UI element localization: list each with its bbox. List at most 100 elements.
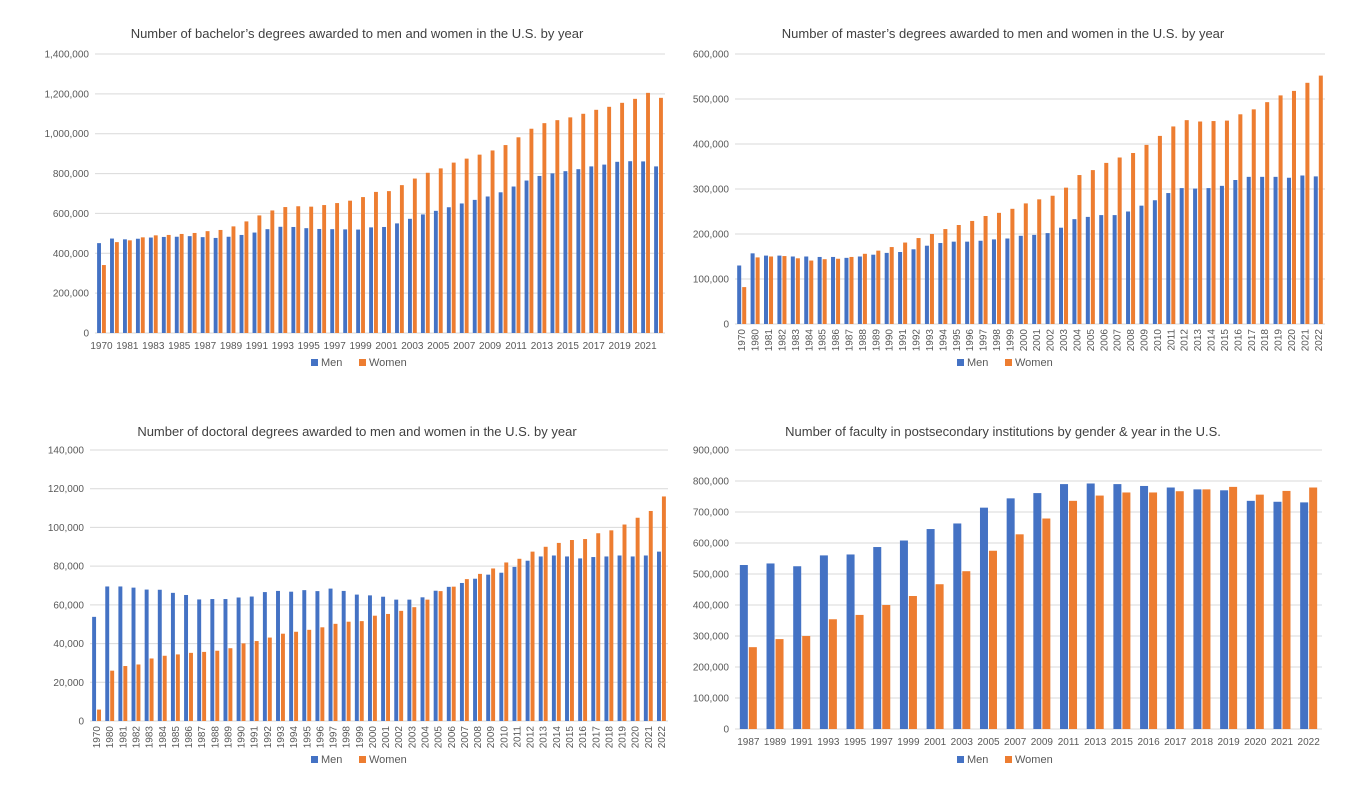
bar-men-1999 bbox=[899, 540, 908, 729]
bar-men-1990 bbox=[239, 234, 244, 333]
bar-men-1988 bbox=[857, 256, 862, 324]
x-tick-label: 2017 bbox=[591, 726, 602, 749]
legend-label-women: Women bbox=[1015, 754, 1053, 766]
x-tick-label: 2003 bbox=[401, 341, 424, 352]
bar-women-1988 bbox=[862, 253, 867, 324]
y-tick-label: 200,000 bbox=[53, 289, 90, 300]
bar-women-2005 bbox=[438, 168, 443, 333]
bar-men-2006 bbox=[1099, 215, 1104, 324]
bar-men-2002 bbox=[1045, 233, 1050, 324]
x-tick-label: 2007 bbox=[460, 726, 471, 749]
bar-women-2011 bbox=[1171, 126, 1176, 324]
x-tick-label: 1986 bbox=[184, 726, 195, 749]
x-tick-label: 2013 bbox=[531, 341, 554, 352]
bar-men-1989 bbox=[226, 236, 231, 333]
legend-label-men: Men bbox=[967, 754, 988, 766]
bar-men-2020 bbox=[1286, 177, 1291, 324]
bar-women-2010 bbox=[503, 145, 508, 333]
x-tick-label: 2003 bbox=[407, 726, 418, 749]
x-tick-label: 1991 bbox=[250, 726, 261, 749]
bar-women-1997 bbox=[983, 216, 988, 324]
bar-women-1998 bbox=[348, 200, 352, 333]
bar-women-2015 bbox=[569, 540, 574, 721]
bar-women-2014 bbox=[556, 542, 561, 721]
bar-women-2006 bbox=[451, 162, 456, 333]
bar-men-2017 bbox=[591, 557, 596, 721]
x-tick-label: 2019 bbox=[609, 341, 632, 352]
y-tick-label: 500,000 bbox=[693, 95, 730, 106]
x-tick-label: 1989 bbox=[871, 329, 882, 352]
bar-men-1990 bbox=[884, 252, 889, 324]
bar-women-2018 bbox=[1202, 489, 1211, 729]
x-tick-label: 2008 bbox=[1126, 329, 1137, 352]
bar-men-1991 bbox=[793, 566, 802, 729]
bar-women-1990 bbox=[241, 643, 246, 721]
x-tick-label: 1988 bbox=[858, 329, 869, 352]
x-tick-label: 2015 bbox=[557, 341, 580, 352]
x-tick-label: 1995 bbox=[298, 341, 321, 352]
legend-swatch-men bbox=[957, 359, 964, 366]
bar-women-1994 bbox=[294, 631, 299, 721]
x-tick-label: 1981 bbox=[764, 329, 775, 352]
x-tick-label: 1997 bbox=[324, 341, 347, 352]
y-tick-label: 120,000 bbox=[48, 484, 85, 495]
bar-women-2008 bbox=[478, 573, 482, 721]
x-tick-label: 1996 bbox=[965, 329, 976, 352]
bar-men-1980 bbox=[750, 253, 755, 324]
bar-men-2019 bbox=[617, 555, 622, 721]
x-tick-label: 2015 bbox=[565, 726, 576, 749]
bar-women-1983 bbox=[149, 658, 154, 721]
x-tick-label: 1987 bbox=[737, 737, 760, 748]
bar-women-1989 bbox=[876, 250, 881, 324]
bar-women-2001 bbox=[386, 191, 391, 333]
legend-label-women: Women bbox=[369, 357, 407, 369]
bar-men-1987 bbox=[739, 565, 748, 729]
y-tick-label: 100,000 bbox=[693, 694, 730, 705]
bar-women-2007 bbox=[1015, 534, 1024, 729]
bar-women-2008 bbox=[477, 154, 482, 333]
bar-women-1992 bbox=[270, 210, 275, 333]
bar-women-2002 bbox=[399, 610, 404, 721]
bar-women-1992 bbox=[267, 637, 272, 721]
bar-men-2016 bbox=[578, 558, 583, 721]
bar-women-1970 bbox=[101, 265, 106, 333]
bar-women-2012 bbox=[530, 551, 535, 721]
x-tick-label: 2020 bbox=[631, 726, 642, 749]
bar-women-2018 bbox=[609, 530, 614, 721]
bar-women-1991 bbox=[903, 242, 908, 324]
bar-women-2003 bbox=[412, 607, 417, 721]
bar-men-2009 bbox=[1139, 205, 1144, 324]
y-tick-label: 0 bbox=[723, 725, 729, 736]
bar-men-2018 bbox=[604, 556, 609, 721]
bar-men-1986 bbox=[187, 236, 192, 333]
bar-women-1982 bbox=[782, 256, 787, 324]
bar-women-1987 bbox=[205, 231, 210, 333]
bar-women-2011 bbox=[1069, 500, 1078, 729]
x-tick-label: 1989 bbox=[223, 726, 234, 749]
x-tick-label: 2009 bbox=[486, 726, 497, 749]
bar-women-2006 bbox=[1104, 162, 1109, 324]
x-tick-label: 1989 bbox=[220, 341, 243, 352]
bar-women-2019 bbox=[620, 102, 625, 333]
x-tick-label: 1981 bbox=[118, 726, 129, 749]
bar-men-2020 bbox=[628, 161, 633, 333]
x-tick-label: 1987 bbox=[844, 329, 855, 352]
bar-men-2013 bbox=[1193, 188, 1198, 324]
x-tick-label: 2011 bbox=[505, 341, 527, 352]
bar-women-2021 bbox=[1282, 490, 1291, 729]
bar-women-2002 bbox=[399, 185, 404, 333]
bar-women-1983 bbox=[153, 235, 158, 333]
y-tick-label: 0 bbox=[78, 717, 84, 728]
x-tick-label: 2005 bbox=[1086, 329, 1097, 352]
bar-women-2022 bbox=[659, 97, 663, 333]
bar-women-1993 bbox=[929, 234, 934, 324]
bar-women-1985 bbox=[179, 233, 184, 333]
bar-women-1982 bbox=[136, 664, 141, 721]
x-tick-label: 1985 bbox=[168, 341, 191, 352]
x-tick-label: 2017 bbox=[583, 341, 606, 352]
bar-men-1996 bbox=[965, 241, 970, 324]
x-tick-label: 1984 bbox=[804, 329, 815, 352]
x-tick-label: 1983 bbox=[142, 341, 165, 352]
bar-men-2009 bbox=[485, 196, 490, 333]
bar-women-2013 bbox=[1095, 495, 1104, 729]
